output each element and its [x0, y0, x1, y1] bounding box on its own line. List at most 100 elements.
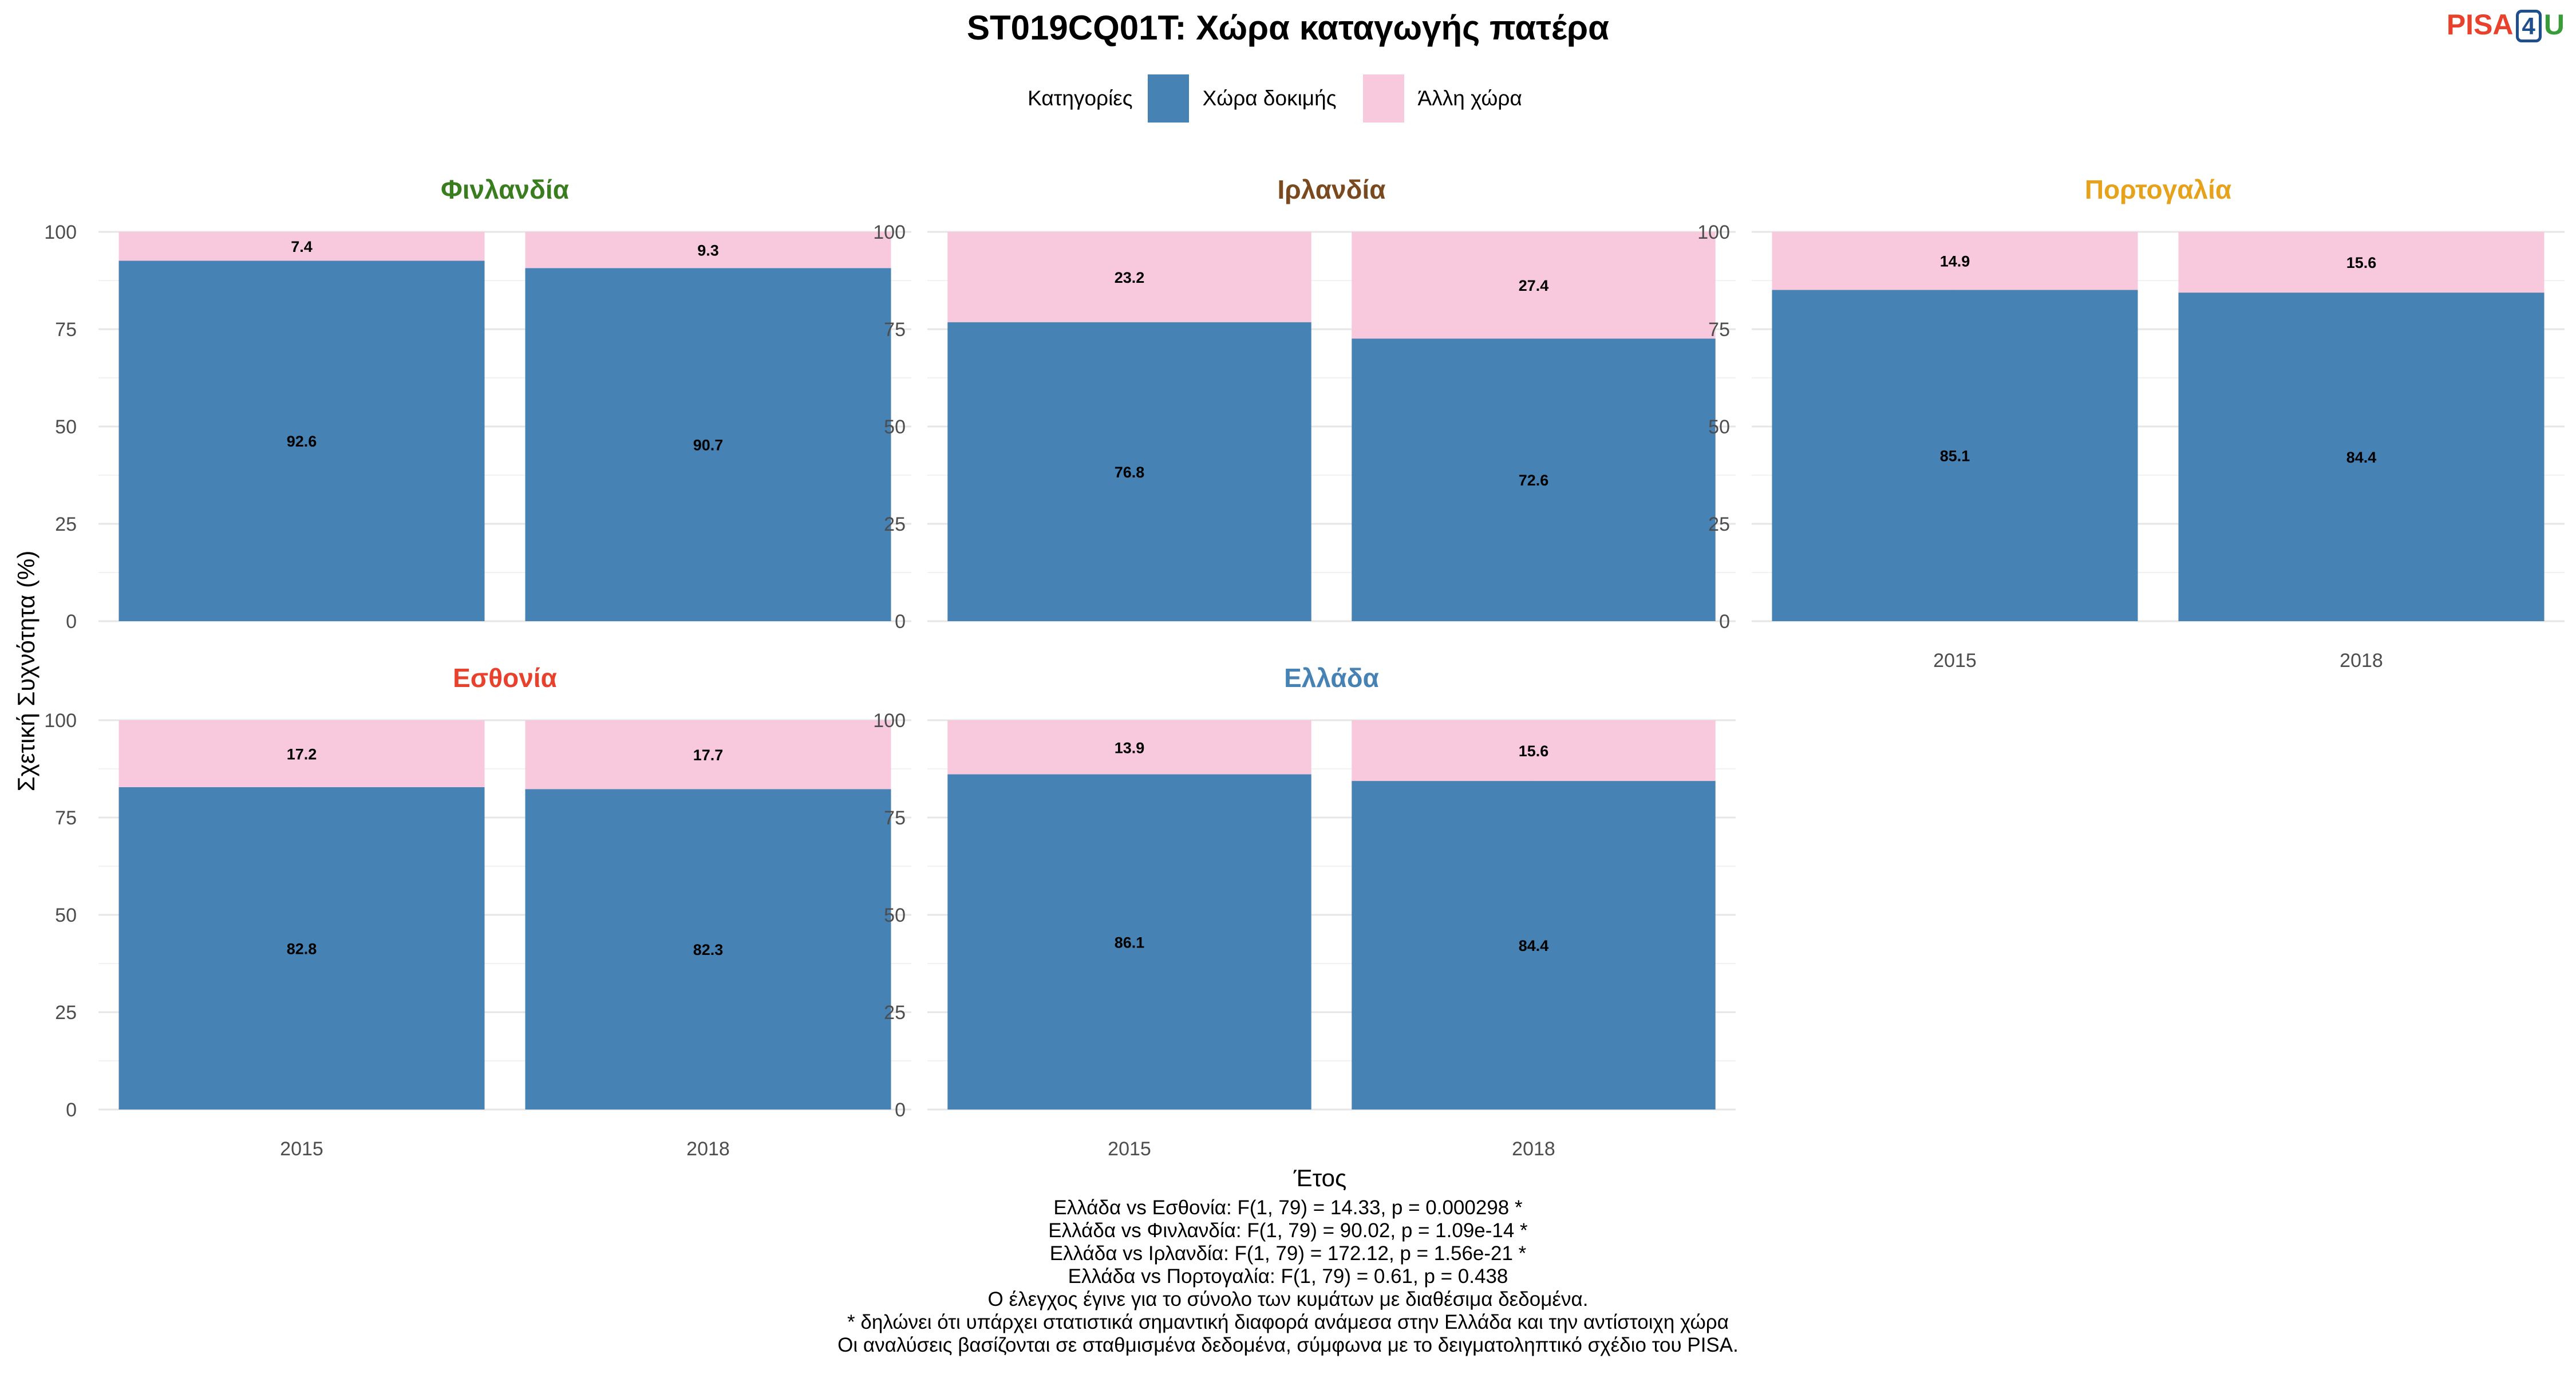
data-label: 15.6 [1519, 743, 1549, 760]
data-label: 13.9 [1115, 739, 1145, 756]
data-label: 82.3 [693, 941, 724, 958]
y-tick-label: 50 [884, 905, 906, 926]
bar-segment-other-country [1772, 232, 2138, 290]
y-axis-title: Σχετική Συχνότητα (%) [13, 551, 39, 792]
legend-label-test-country: Χώρα δοκιμής [1202, 86, 1337, 110]
bar-segment-test-country [525, 789, 891, 1110]
data-label: 72.6 [1519, 472, 1549, 489]
bar-segment-test-country [2178, 293, 2545, 622]
bar-segment-other-country [118, 232, 485, 261]
panel-title: Ιρλανδία [1277, 175, 1385, 204]
legend-swatch-other-country [1362, 74, 1404, 123]
bar-segment-other-country [525, 720, 891, 789]
bar-segment-other-country [947, 232, 1311, 322]
x-tick-label: 2018 [1512, 1138, 1555, 1160]
bar-segment-other-country [2178, 232, 2545, 293]
bar-segment-test-country [118, 260, 485, 621]
legend-label-other-country: Άλλη χώρα [1417, 86, 1522, 110]
data-label: 14.9 [1940, 253, 1970, 270]
legend: Κατηγορίες Χώρα δοκιμής Άλλη χώρα [0, 74, 2576, 123]
y-tick-label: 100 [44, 222, 77, 243]
bar-segment-test-country [947, 322, 1311, 621]
bar-segment-test-country [1352, 781, 1716, 1110]
y-tick-label: 25 [1708, 514, 1730, 535]
y-tick-label: 100 [873, 222, 906, 243]
note-line: Ελλάδα vs Φινλανδία: F(1, 79) = 90.02, p… [1048, 1219, 1528, 1242]
y-tick-label: 100 [873, 710, 906, 732]
y-tick-label: 100 [44, 710, 77, 732]
panel-title: Φινλανδία [441, 175, 569, 204]
y-tick-label: 25 [884, 1002, 906, 1024]
panel-title: Πορτογαλία [2085, 175, 2231, 204]
panel-title: Ελλάδα [1284, 663, 1379, 693]
y-tick-label: 0 [1719, 611, 1730, 633]
note-line: Ελλάδα vs Πορτογαλία: F(1, 79) = 0.61, p… [1068, 1265, 1508, 1288]
y-tick-label: 75 [884, 807, 906, 829]
note-line: * δηλώνει ότι υπάρχει στατιστικά σημαντι… [847, 1311, 1729, 1333]
y-tick-label: 75 [1708, 319, 1730, 341]
x-tick-label: 2015 [280, 1138, 323, 1160]
bar-segment-other-country [525, 232, 891, 269]
data-label: 86.1 [1115, 934, 1145, 951]
data-label: 90.7 [693, 437, 724, 454]
x-tick-label: 2015 [1108, 1138, 1151, 1160]
data-label: 82.8 [287, 940, 317, 957]
panel-title: Εσθονία [453, 663, 557, 693]
y-tick-label: 50 [884, 416, 906, 438]
legend-title: Κατηγορίες [1028, 86, 1133, 110]
data-label: 7.4 [291, 238, 313, 255]
logo-text-pisa: PISA [2446, 9, 2514, 41]
x-tick-label: 2018 [686, 1138, 730, 1160]
note-line: Ο έλεγχος έγινε για το σύνολο των κυμάτω… [987, 1288, 1589, 1310]
data-label: 23.2 [1115, 269, 1145, 286]
data-label: 92.6 [287, 433, 317, 450]
data-label: 9.3 [697, 242, 719, 259]
y-tick-label: 50 [1708, 416, 1730, 438]
bar-segment-test-country [1352, 338, 1716, 621]
pisa4u-logo: PISA 4 U [2446, 8, 2565, 42]
caption-notes: Ελλάδα vs Εσθονία: F(1, 79) = 14.33, p =… [0, 1197, 2576, 1357]
data-label: 15.6 [2346, 254, 2377, 271]
data-label: 84.4 [2346, 449, 2377, 466]
y-tick-label: 0 [66, 611, 77, 633]
legend-swatch-test-country [1147, 74, 1189, 123]
bar-segment-other-country [1352, 232, 1716, 339]
y-tick-label: 25 [55, 514, 77, 535]
bar-segment-other-country [118, 720, 485, 787]
bar-segment-other-country [947, 720, 1311, 775]
logo-text-u: U [2543, 9, 2565, 41]
y-tick-label: 0 [66, 1099, 77, 1121]
y-tick-label: 75 [55, 807, 77, 829]
x-tick-label: 2018 [2340, 650, 2383, 672]
bar-segment-other-country [1352, 720, 1716, 781]
y-tick-label: 0 [895, 1099, 906, 1121]
data-label: 17.7 [693, 747, 724, 764]
bar-segment-test-country [1772, 290, 2138, 621]
note-line: Οι αναλύσεις βασίζονται σε σταθμισμένα δ… [837, 1334, 1739, 1356]
y-tick-label: 0 [895, 611, 906, 633]
y-tick-label: 75 [55, 319, 77, 341]
x-tick-label: 2015 [1933, 650, 1977, 672]
legend-item-test-country: Χώρα δοκιμής [1147, 74, 1337, 123]
y-tick-label: 50 [55, 905, 77, 926]
x-axis-title: Έτος [1293, 1164, 1347, 1191]
bar-segment-test-country [947, 774, 1311, 1110]
y-tick-label: 50 [55, 416, 77, 438]
bar-segment-test-country [525, 268, 891, 621]
y-tick-label: 75 [884, 319, 906, 341]
data-label: 85.1 [1940, 448, 1970, 465]
data-label: 17.2 [287, 745, 317, 763]
logo-text-4: 4 [2515, 10, 2542, 42]
bar-segment-test-country [118, 787, 485, 1110]
y-tick-label: 100 [1697, 222, 1730, 243]
data-label: 84.4 [1519, 937, 1549, 954]
note-line: Ελλάδα vs Εσθονία: F(1, 79) = 14.33, p =… [1053, 1197, 1523, 1219]
data-label: 76.8 [1115, 464, 1145, 481]
legend-item-other-country: Άλλη χώρα [1362, 74, 1522, 123]
note-line: Ελλάδα vs Ιρλανδία: F(1, 79) = 172.12, p… [1049, 1242, 1527, 1265]
data-label: 27.4 [1519, 277, 1549, 294]
y-tick-label: 25 [55, 1002, 77, 1024]
chart-title: ST019CQ01T: Χώρα καταγωγής πατέρα [966, 9, 1610, 47]
y-tick-label: 25 [884, 514, 906, 535]
